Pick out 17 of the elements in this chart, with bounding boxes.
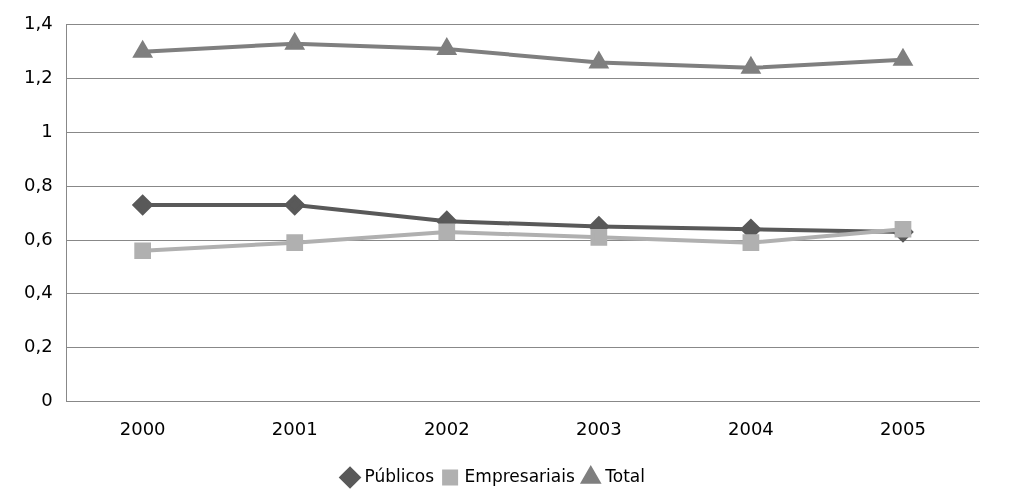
y-tick-label: 1,2 <box>23 66 53 88</box>
y-tick-label: 0 <box>41 389 53 411</box>
x-tick-label: 2003 <box>575 417 622 439</box>
legend-label: Total <box>604 465 645 486</box>
x-tick-label: 2005 <box>880 417 926 439</box>
y-tick-label: 1,4 <box>23 12 53 34</box>
x-tick-label: 2002 <box>423 417 470 439</box>
y-tick-label: 0,8 <box>23 173 53 195</box>
legend-label: Públicos <box>364 465 435 486</box>
x-tick-label: 2004 <box>728 417 774 439</box>
x-tick-label: 2000 <box>119 417 166 439</box>
legend-label: Empresariais <box>464 465 575 486</box>
y-tick-label: 1 <box>41 120 53 142</box>
x-tick-label: 2001 <box>271 417 318 439</box>
y-tick-label: 0,6 <box>23 227 53 249</box>
y-tick-label: 0,4 <box>23 281 53 303</box>
y-tick-label: 0,2 <box>23 335 53 357</box>
